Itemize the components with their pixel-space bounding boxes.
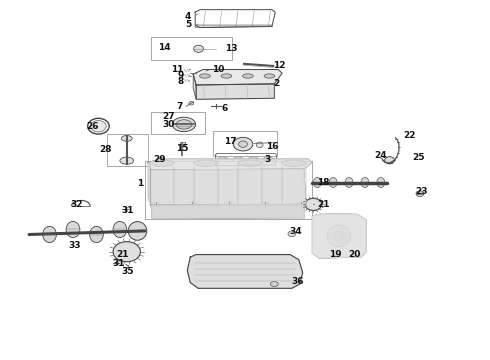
Polygon shape [151,204,305,219]
Text: 32: 32 [70,200,83,209]
Ellipse shape [120,157,134,164]
Ellipse shape [90,226,103,243]
Text: 31: 31 [112,259,124,268]
Ellipse shape [264,74,275,78]
Polygon shape [148,163,151,204]
Ellipse shape [43,226,56,243]
Text: 20: 20 [348,250,361,259]
Ellipse shape [243,74,253,78]
Text: 27: 27 [162,112,174,121]
Text: 33: 33 [68,241,81,250]
Text: 13: 13 [225,44,238,53]
Text: 21: 21 [318,200,330,209]
Text: 14: 14 [158,43,171,52]
Ellipse shape [233,137,253,151]
Text: 15: 15 [175,144,188,153]
Bar [107,134,148,166]
Ellipse shape [270,282,278,287]
Text: 21: 21 [116,250,128,259]
Ellipse shape [282,160,306,166]
Text: 12: 12 [273,62,286,71]
Text: 19: 19 [329,250,342,259]
Polygon shape [151,169,306,206]
Ellipse shape [263,157,274,162]
Ellipse shape [188,201,197,205]
Text: 11: 11 [171,65,183,74]
Polygon shape [196,84,274,99]
Polygon shape [313,214,366,258]
Text: 28: 28 [99,145,112,154]
Ellipse shape [305,198,322,211]
Ellipse shape [224,201,233,205]
Ellipse shape [314,177,321,188]
Text: 1: 1 [137,179,144,188]
Ellipse shape [377,177,385,188]
Text: 8: 8 [177,77,183,86]
Ellipse shape [176,120,192,129]
Ellipse shape [194,160,218,166]
Ellipse shape [194,45,203,52]
Text: 22: 22 [403,131,416,140]
Polygon shape [193,69,282,85]
Text: 3: 3 [265,156,271,165]
Ellipse shape [199,74,210,78]
Text: 9: 9 [177,71,183,80]
Text: 6: 6 [221,104,228,113]
Text: 25: 25 [412,153,425,162]
Ellipse shape [329,177,337,188]
Ellipse shape [248,157,259,162]
Ellipse shape [152,201,160,205]
Ellipse shape [233,157,244,162]
Ellipse shape [91,121,106,132]
Bar [213,131,277,156]
Ellipse shape [113,221,127,238]
Ellipse shape [238,160,262,166]
Text: 31: 31 [122,206,134,215]
Ellipse shape [189,102,194,105]
Polygon shape [148,159,312,170]
Text: 29: 29 [153,155,166,164]
Polygon shape [193,74,196,99]
Ellipse shape [361,177,369,188]
Text: 17: 17 [224,137,237,146]
Text: 26: 26 [86,122,98,131]
Text: 30: 30 [162,120,174,129]
Ellipse shape [221,74,232,78]
Ellipse shape [239,141,247,147]
Text: 34: 34 [289,227,302,236]
Ellipse shape [333,231,344,240]
Ellipse shape [416,191,424,197]
Text: 10: 10 [212,65,224,74]
Text: 5: 5 [185,19,191,28]
Text: 2: 2 [273,79,280,88]
Text: 7: 7 [176,102,182,111]
Polygon shape [187,255,303,288]
Text: 24: 24 [374,151,387,160]
Ellipse shape [113,242,141,262]
Text: 16: 16 [267,142,279,151]
Ellipse shape [128,222,147,240]
Ellipse shape [345,177,353,188]
Bar [151,112,205,134]
Ellipse shape [385,157,394,164]
Ellipse shape [66,221,80,238]
Ellipse shape [122,135,132,141]
Text: 23: 23 [415,187,428,196]
Ellipse shape [150,160,174,166]
Ellipse shape [297,201,306,205]
Text: 36: 36 [291,276,303,285]
Ellipse shape [261,201,270,205]
Text: 18: 18 [318,178,330,187]
Ellipse shape [218,157,228,162]
Bar [151,37,232,59]
Ellipse shape [288,231,296,237]
Bar [179,142,185,145]
Text: 4: 4 [185,12,191,21]
Text: 35: 35 [122,267,134,276]
Ellipse shape [256,142,263,148]
Ellipse shape [327,225,350,247]
Ellipse shape [172,117,196,132]
Bar [146,161,313,220]
